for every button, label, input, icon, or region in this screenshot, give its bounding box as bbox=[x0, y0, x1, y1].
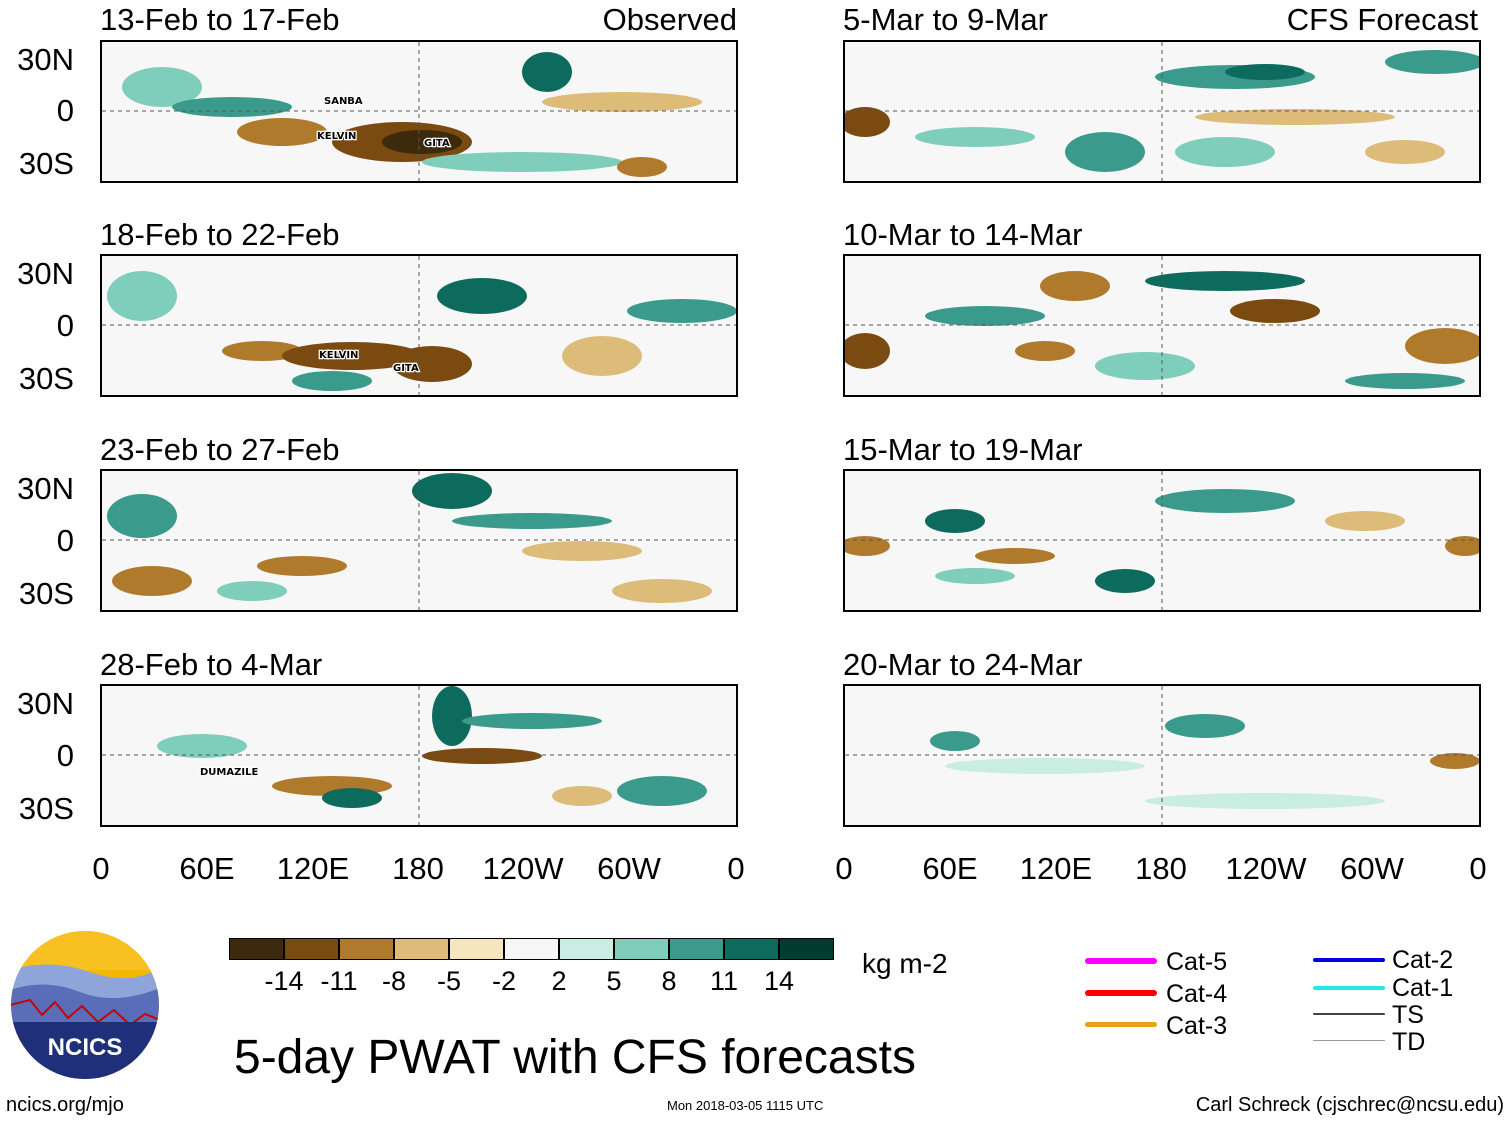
colorbar-tick-label: -8 bbox=[381, 966, 406, 996]
footer-author: Carl Schreck (cjschrec@ncsu.edu) bbox=[1195, 1094, 1504, 1116]
colorbar-tick-label: -5 bbox=[436, 966, 461, 996]
map-panel-7 bbox=[843, 469, 1481, 612]
legend-line-cat4 bbox=[1085, 990, 1157, 996]
footer-timestamp: Mon 2018-03-05 1115 UTC bbox=[667, 1098, 824, 1113]
lat-label-eq: 0 bbox=[56, 93, 74, 128]
lon-label: 0 bbox=[727, 851, 745, 886]
panel-4-title: 28-Feb to 4-Mar bbox=[100, 647, 323, 682]
legend-line-cat5 bbox=[1085, 958, 1157, 964]
legend-label-cat4: Cat-4 bbox=[1166, 980, 1228, 1008]
legend-line-cat2 bbox=[1313, 958, 1385, 962]
colorbar-swatch bbox=[229, 938, 284, 960]
lon-label: 60W bbox=[597, 851, 661, 886]
lon-label: 120E bbox=[1019, 851, 1093, 886]
panel-7-title: 15-Mar to 19-Mar bbox=[843, 432, 1083, 467]
panel-3-title: 23-Feb to 27-Feb bbox=[100, 432, 340, 467]
legend-label-cat1: Cat-1 bbox=[1392, 974, 1454, 1002]
legend-label-cat2: Cat-2 bbox=[1392, 946, 1454, 974]
legend-line-cat1 bbox=[1313, 986, 1385, 990]
lon-label: 180 bbox=[1135, 851, 1187, 886]
map-panel-6 bbox=[843, 254, 1481, 397]
storm-label-kelvin: KELVIN bbox=[319, 350, 358, 361]
lon-label: 0 bbox=[835, 851, 853, 886]
colorbar-tick-label: 5 bbox=[606, 966, 622, 996]
storm-label-kelvin: KELVIN bbox=[317, 131, 356, 142]
map-panel-8 bbox=[843, 684, 1481, 827]
panel-2-title: 18-Feb to 22-Feb bbox=[100, 217, 340, 252]
legend-label-td: TD bbox=[1392, 1028, 1426, 1056]
panel-5-title: 5-Mar to 9-Mar bbox=[843, 2, 1048, 37]
lon-label: 120W bbox=[1225, 851, 1307, 886]
storm-label-gita: GITA bbox=[393, 363, 419, 374]
map-panel-5 bbox=[843, 40, 1481, 183]
lon-label: 0 bbox=[1469, 851, 1487, 886]
ncics-logo: NCICS bbox=[10, 930, 160, 1080]
storm-label-dumazile: DUMAZILE bbox=[200, 767, 258, 778]
lat-label-eq: 0 bbox=[56, 738, 74, 773]
colorbar-swatch bbox=[339, 938, 394, 960]
lon-label: 0 bbox=[92, 851, 110, 886]
colorbar-swatch bbox=[614, 938, 669, 960]
panel-1-tag: Observed bbox=[602, 2, 737, 37]
lat-label-30n: 30N bbox=[17, 471, 74, 506]
lon-label: 120E bbox=[276, 851, 350, 886]
colorbar-swatch bbox=[504, 938, 559, 960]
lat-label-30s: 30S bbox=[18, 146, 74, 181]
colorbar-swatch bbox=[284, 938, 339, 960]
lat-label-30s: 30S bbox=[18, 361, 74, 396]
lat-label-30n: 30N bbox=[17, 42, 74, 77]
colorbar-tick-label: 11 bbox=[709, 966, 739, 996]
colorbar-tick-label: 2 bbox=[551, 966, 567, 996]
lat-label-30s: 30S bbox=[18, 791, 74, 826]
colorbar-swatch bbox=[394, 938, 449, 960]
legend-label-ts: TS bbox=[1392, 1001, 1424, 1029]
lat-label-eq: 0 bbox=[56, 308, 74, 343]
colorbar-units: kg m-2 bbox=[862, 948, 948, 979]
colorbar-tick-label: -2 bbox=[491, 966, 516, 996]
storm-label-gita: GITA bbox=[424, 138, 450, 149]
logo-text: NCICS bbox=[48, 1034, 123, 1061]
legend-label-cat3: Cat-3 bbox=[1166, 1012, 1228, 1040]
footer-url: ncics.org/mjo bbox=[6, 1094, 124, 1116]
colorbar-swatch bbox=[669, 938, 724, 960]
lon-label: 180 bbox=[392, 851, 444, 886]
lon-label: 120W bbox=[482, 851, 564, 886]
lat-label-30n: 30N bbox=[17, 256, 74, 291]
figure-title: 5-day PWAT with CFS forecasts bbox=[234, 1031, 916, 1084]
panel-8-title: 20-Mar to 24-Mar bbox=[843, 647, 1083, 682]
colorbar-tick-label: 14 bbox=[763, 966, 795, 996]
legend-label-cat5: Cat-5 bbox=[1166, 948, 1228, 976]
colorbar-tick-label: -14 bbox=[264, 966, 304, 996]
colorbar-swatch bbox=[779, 938, 834, 960]
colorbar-swatch bbox=[559, 938, 614, 960]
map-panel-2: KELVIN GITA bbox=[100, 254, 738, 397]
colorbar-swatch bbox=[449, 938, 504, 960]
colorbar-swatch bbox=[724, 938, 779, 960]
lat-label-30n: 30N bbox=[17, 686, 74, 721]
storm-label-sanba: SANBA bbox=[324, 96, 363, 107]
lat-label-30s: 30S bbox=[18, 576, 74, 611]
panel-6-title: 10-Mar to 14-Mar bbox=[843, 217, 1083, 252]
legend-line-cat3 bbox=[1085, 1022, 1157, 1027]
legend-line-td bbox=[1313, 1040, 1385, 1041]
map-panel-1: SANBA KELVIN GITA bbox=[100, 40, 738, 183]
panel-5-tag: CFS Forecast bbox=[1286, 2, 1478, 37]
map-panel-3 bbox=[100, 469, 738, 612]
lat-label-eq: 0 bbox=[56, 523, 74, 558]
map-panel-4: DUMAZILE bbox=[100, 684, 738, 827]
lon-label: 60E bbox=[179, 851, 235, 886]
lon-label: 60E bbox=[922, 851, 978, 886]
colorbar-tick-label: -11 bbox=[320, 966, 358, 996]
colorbar-tick-label: 8 bbox=[661, 966, 677, 996]
lon-label: 60W bbox=[1340, 851, 1404, 886]
legend-line-ts bbox=[1313, 1013, 1385, 1015]
panel-1-title: 13-Feb to 17-Feb bbox=[100, 2, 340, 37]
